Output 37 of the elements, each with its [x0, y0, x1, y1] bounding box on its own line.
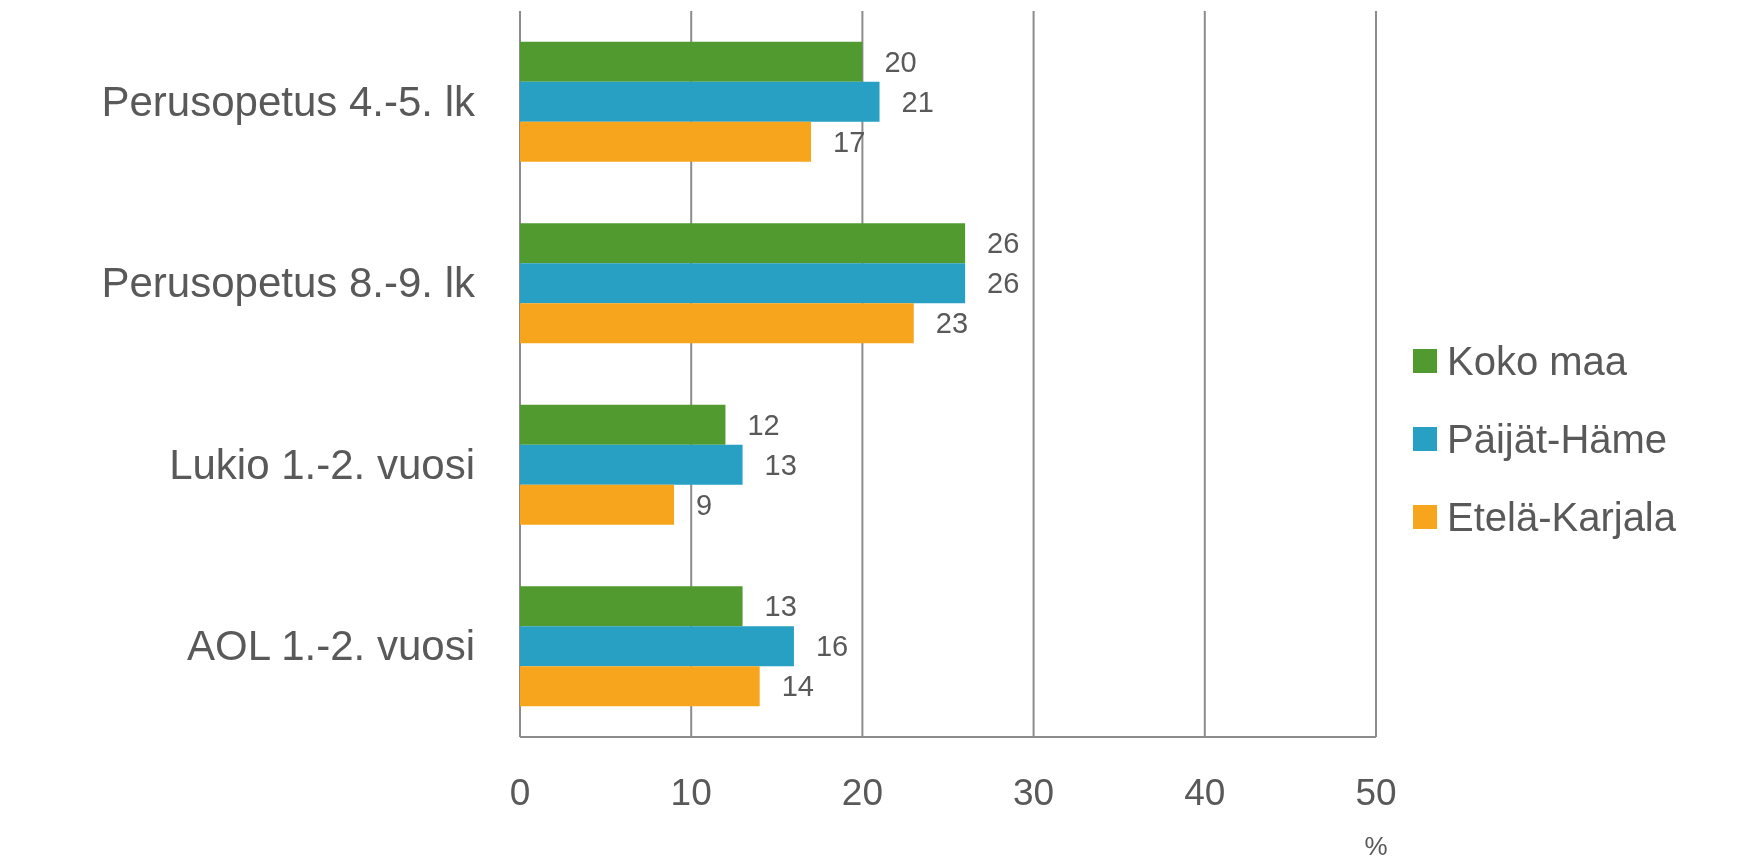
bar [520, 81, 880, 122]
x-tick-label: 0 [509, 772, 531, 813]
bar [520, 303, 914, 344]
bar [520, 404, 726, 445]
y-tick-label: Lukio 1.-2. vuosi [169, 440, 475, 488]
bar [520, 626, 794, 667]
bar [520, 666, 760, 707]
x-tick-label: 40 [1184, 772, 1226, 813]
data-label: 12 [747, 408, 780, 441]
legend-label: Päijät-Häme [1447, 417, 1668, 461]
data-label: 26 [987, 267, 1020, 300]
bar [520, 223, 966, 264]
y-tick-label: Perusopetus 8.-9. lk [101, 259, 476, 307]
data-label: 13 [764, 448, 797, 481]
y-tick-label: AOL 1.-2. vuosi [187, 622, 475, 670]
bar [520, 444, 743, 485]
bar [520, 484, 675, 525]
data-label: 16 [815, 630, 849, 663]
x-tick-label: 10 [670, 772, 712, 813]
bar [520, 586, 743, 627]
data-label: 26 [987, 227, 1020, 260]
y-tick-label: Perusopetus 4.-5. lk [101, 77, 476, 125]
data-label: 21 [901, 85, 934, 118]
legend-label: Etelä-Karjala [1447, 495, 1677, 539]
x-axis-title: % [1364, 831, 1388, 861]
data-label: 20 [884, 45, 917, 78]
x-tick-label: 50 [1355, 772, 1397, 813]
bar [520, 263, 966, 304]
data-label: 14 [781, 670, 814, 703]
bar [520, 121, 812, 162]
x-tick-label: 20 [841, 772, 883, 813]
data-label: 9 [696, 488, 713, 521]
data-label: 23 [935, 307, 969, 340]
data-label: 13 [764, 590, 797, 623]
legend-label: Koko maa [1447, 339, 1628, 383]
bar [520, 41, 863, 82]
x-tick-label: 30 [1013, 772, 1055, 813]
